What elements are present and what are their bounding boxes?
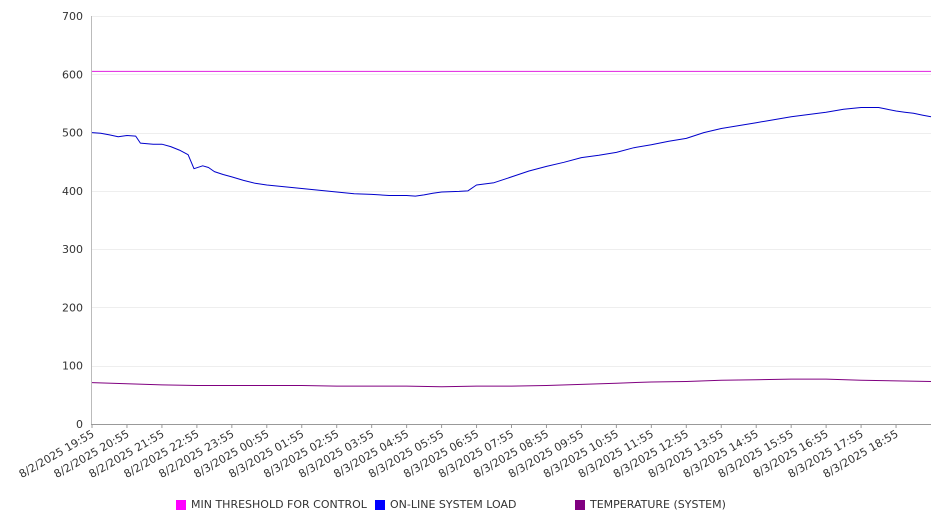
temperature-line [91, 378, 932, 388]
grid [92, 16, 931, 367]
system-load-line [91, 107, 932, 197]
legend-label-system-load: ON-LINE SYSTEM LOAD [390, 498, 517, 511]
legend-swatch-min-threshold [176, 499, 186, 510]
x-tick-labels: 8/2/2025 19:558/2/2025 20:558/2/2025 21:… [17, 424, 901, 481]
y-tick-label: 700 [62, 10, 83, 23]
y-tick-label: 500 [62, 127, 83, 140]
legend-swatch-system-load [375, 499, 385, 510]
y-tick-label: 400 [62, 185, 83, 198]
y-tick-label: 600 [62, 68, 83, 81]
legend-item-min-threshold[interactable]: MIN THRESHOLD FOR CONTROL [176, 498, 367, 511]
legend-item-temperature[interactable]: TEMPERATURE (SYSTEM) [575, 498, 726, 511]
legend-item-system-load[interactable]: ON-LINE SYSTEM LOAD [375, 498, 516, 511]
legend: MIN THRESHOLD FOR CONTROL ON-LINE SYSTEM… [0, 498, 946, 514]
legend-label-min-threshold: MIN THRESHOLD FOR CONTROL [191, 498, 367, 511]
y-tick-label: 0 [76, 418, 83, 431]
y-tick-label: 300 [62, 243, 83, 256]
legend-label-temperature: TEMPERATURE (SYSTEM) [590, 498, 726, 511]
legend-swatch-temperature [575, 499, 585, 510]
series-lines [91, 70, 932, 388]
y-tick-labels: 0 100 200 300 400 500 600 700 [62, 10, 83, 431]
y-tick-label: 100 [62, 360, 83, 373]
y-tick-label: 200 [62, 301, 83, 314]
